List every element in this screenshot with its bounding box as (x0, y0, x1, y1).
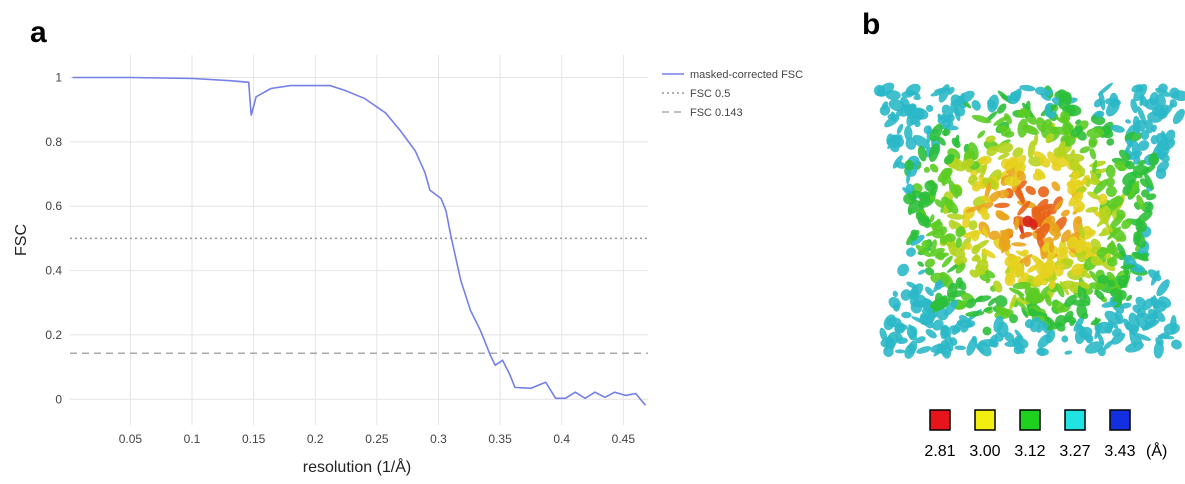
figure: a b resolution (1/Å) FSC 0.05 0.1 0.15 0.2 0… (0, 0, 1185, 479)
density-blob (1089, 159, 1107, 169)
density-blob (994, 202, 1010, 208)
density-blob (895, 349, 905, 353)
y-tick-label: 0.6 (45, 199, 62, 213)
density-blob (1170, 107, 1185, 126)
density-blob (1036, 184, 1051, 199)
density-blob (1024, 184, 1038, 197)
density-blob (976, 129, 987, 140)
density-blob (1060, 208, 1071, 218)
color-key-label: 3.00 (969, 443, 1000, 460)
y-tick-label: 0 (55, 392, 62, 406)
density-blob (916, 260, 925, 268)
y-tick-label: 0.4 (45, 264, 62, 278)
density-blob (1105, 137, 1115, 147)
density-blob (1050, 180, 1063, 193)
x-axis-title: resolution (1/Å) (303, 457, 412, 476)
x-tick-label: 0.3 (430, 432, 447, 446)
y-tick-label: 1 (55, 71, 62, 85)
color-key-unit: (Å) (1146, 441, 1167, 460)
x-tick-label: 0.2 (307, 432, 324, 446)
color-key-label: 3.12 (1014, 443, 1045, 460)
density-blob (928, 162, 940, 174)
density-blob (895, 262, 911, 279)
density-blob (965, 310, 985, 318)
panel-label: b (862, 8, 880, 41)
legend-label: FSC 0.143 (690, 107, 743, 119)
x-tick-label: 0.45 (612, 432, 636, 446)
panel-label: a (30, 16, 47, 49)
color-key-label: 2.81 (924, 443, 955, 460)
y-axis-title: FSC (13, 224, 30, 256)
density-blob (1064, 350, 1073, 355)
density-blob (1105, 164, 1116, 178)
x-tick-label: 0.1 (184, 432, 201, 446)
density-blob (923, 257, 937, 270)
density-blob (904, 245, 918, 258)
x-tick-label: 0.35 (488, 432, 512, 446)
density-blob (892, 290, 899, 297)
density-blob (901, 312, 912, 319)
density-blob (917, 268, 926, 275)
y-tick-label: 0.2 (45, 328, 62, 342)
legend-label: masked-corrected FSC (690, 69, 803, 81)
color-key-swatch (1065, 410, 1085, 430)
density-blob (954, 345, 966, 350)
x-tick-label: 0.25 (365, 432, 389, 446)
color-key-label: 3.43 (1104, 443, 1135, 460)
density-blob (947, 213, 966, 221)
density-blob (1061, 335, 1068, 342)
color-key-swatch (930, 410, 950, 430)
density-blob (1170, 338, 1183, 351)
density-blob (1011, 242, 1027, 247)
color-key-swatch (1110, 410, 1130, 430)
x-tick-label: 0.15 (242, 432, 266, 446)
density-blob (981, 325, 992, 336)
color-key-label: 3.27 (1059, 443, 1090, 460)
x-tick-label: 0.05 (119, 432, 143, 446)
density-blob (1135, 275, 1143, 282)
density-blob (915, 345, 932, 356)
density-blob (1124, 118, 1131, 124)
density-blob (971, 113, 992, 125)
density-map (872, 80, 1185, 361)
x-tick-label: 0.4 (553, 432, 570, 446)
density-blob (896, 123, 905, 135)
y-tick-label: 0.8 (45, 135, 62, 149)
density-blob (970, 98, 983, 112)
density-blob (995, 141, 1014, 154)
density-blob (924, 167, 930, 173)
color-key-swatch (1020, 410, 1040, 430)
legend-label: FSC 0.5 (690, 88, 730, 100)
color-key-swatch (975, 410, 995, 430)
